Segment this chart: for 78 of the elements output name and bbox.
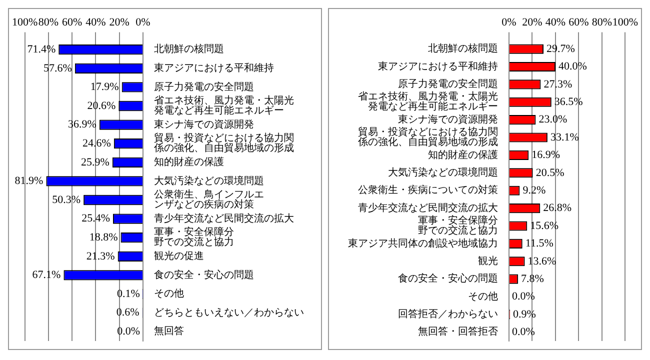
y-tick-label: 無回答・回答拒否 [418,326,498,338]
y-tick-label: 軍事・安全保障分野での交流と協力 [418,214,498,237]
data-label: 18.8% [89,231,118,244]
data-label: 24.6% [82,137,111,150]
data-label: 7.8% [521,272,544,285]
x-tick-label: 60% [62,16,82,28]
data-label: 0.0% [117,325,140,338]
data-label: 21.3% [86,250,115,262]
data-label: 50.3% [52,194,81,206]
x-tick-label: 0% [502,16,516,28]
data-label: 36.5% [554,96,583,108]
y-tick-label: 無回答 [154,325,184,338]
data-label: 25.4% [82,212,110,225]
data-label: 11.5% [525,238,554,250]
y-tick-label: 観光の促進 [154,250,204,262]
y-tick-label: 食の安全・安心の問題 [398,272,498,285]
data-label: 36.9% [68,118,96,131]
data-label: 15.6% [530,220,559,232]
y-tick-label: どちらともいえない／わからない [154,307,304,318]
y-tick-label: 原子力発電の安全問題 [154,80,254,93]
y-tick-label: 東シナ海での資源開発 [398,113,498,126]
data-label: 23.0% [538,114,568,126]
y-tick-label: 省エネ技術、風力発電・太陽光発電など再生可能エネルギー [358,90,498,113]
data-label: 20.5% [536,166,564,179]
data-label: 57.6% [44,62,72,74]
y-tick-label: 公衆衛生、鳥インフルエンザなどの疾病の対策 [154,188,264,211]
data-label: 13.6% [528,255,556,268]
x-tick-label: 80% [592,16,612,28]
y-tick-label: 東アジアにおける平和維持 [378,60,498,72]
data-label: 26.8% [543,202,572,214]
data-label: 0.9% [513,308,536,320]
y-tick-label: 食の安全・安心の問題 [154,268,254,281]
x-tick-label: 100% [12,16,38,28]
data-label: 40.0% [558,60,587,73]
y-tick-label: 貿易・投資などにおける協力関係の強化、自由貿易地域の形成 [154,132,294,154]
data-label: 9.2% [522,184,546,196]
y-tick-label: 原子力発電の安全問題 [398,78,498,90]
data-label: 0.0% [512,326,535,338]
x-tick-label: 80% [38,16,59,28]
y-tick-label: 東シナ海での資源開発 [154,118,254,130]
y-tick-label: 北朝鮮の核問題 [428,42,498,55]
data-label: 67.1% [32,269,61,282]
y-tick-label: 軍事・安全保障分野での交流と協力 [154,226,234,248]
x-tick-label: 20% [522,16,542,28]
x-tick-label: 0% [136,16,150,28]
data-label: 27.3% [544,78,572,90]
x-tick-label: 40% [545,16,566,28]
data-label: 29.7% [546,42,575,55]
y-tick-label: 公衆衛生・疾病についての対策 [358,184,498,196]
y-tick-label: その他 [468,290,498,302]
y-tick-label: 省エネ技術、風力発電・太陽光発電など再生可能エネルギー [154,94,294,117]
y-tick-label: 北朝鮮の核問題 [154,43,224,56]
data-label: 71.4% [27,43,56,56]
y-tick-label: 東アジアにおける平和維持 [154,62,274,74]
data-label: 20.6% [87,100,116,112]
data-label: 0.6% [116,306,140,319]
y-tick-label: 青少年交流など民間交流の拡大 [358,202,498,214]
x-tick-label: 60% [568,16,589,28]
y-tick-label: 大気汚染などの環境問題 [388,166,498,178]
data-label: 0.1% [116,288,140,300]
data-label: 25.9% [80,156,110,168]
x-tick-label: 100% [612,16,638,28]
data-label: 16.9% [532,149,560,162]
x-tick-label: 20% [109,16,130,28]
y-tick-label: 知的財産の保護 [154,156,224,168]
data-label: 17.9% [90,81,119,94]
y-tick-label: 回答拒否／わからない [398,308,498,320]
x-tick-label: 40% [86,16,106,28]
y-tick-label: 東アジア共同体の創設や地域協力 [348,237,498,250]
y-tick-label: 大気汚染などの環境問題 [154,174,264,187]
data-label: 33.1% [550,131,579,144]
y-tick-label: 貿易・投資などにおける協力関係の強化、自由貿易地域の形成 [358,126,498,148]
data-label: 0.0% [512,290,535,303]
y-tick-label: 観光 [478,254,498,267]
y-tick-label: 知的財産の保護 [428,148,498,161]
y-tick-label: その他 [154,288,184,300]
data-label: 81.9% [14,175,44,188]
y-tick-label: 青少年交流など民間交流の拡大 [154,212,294,224]
